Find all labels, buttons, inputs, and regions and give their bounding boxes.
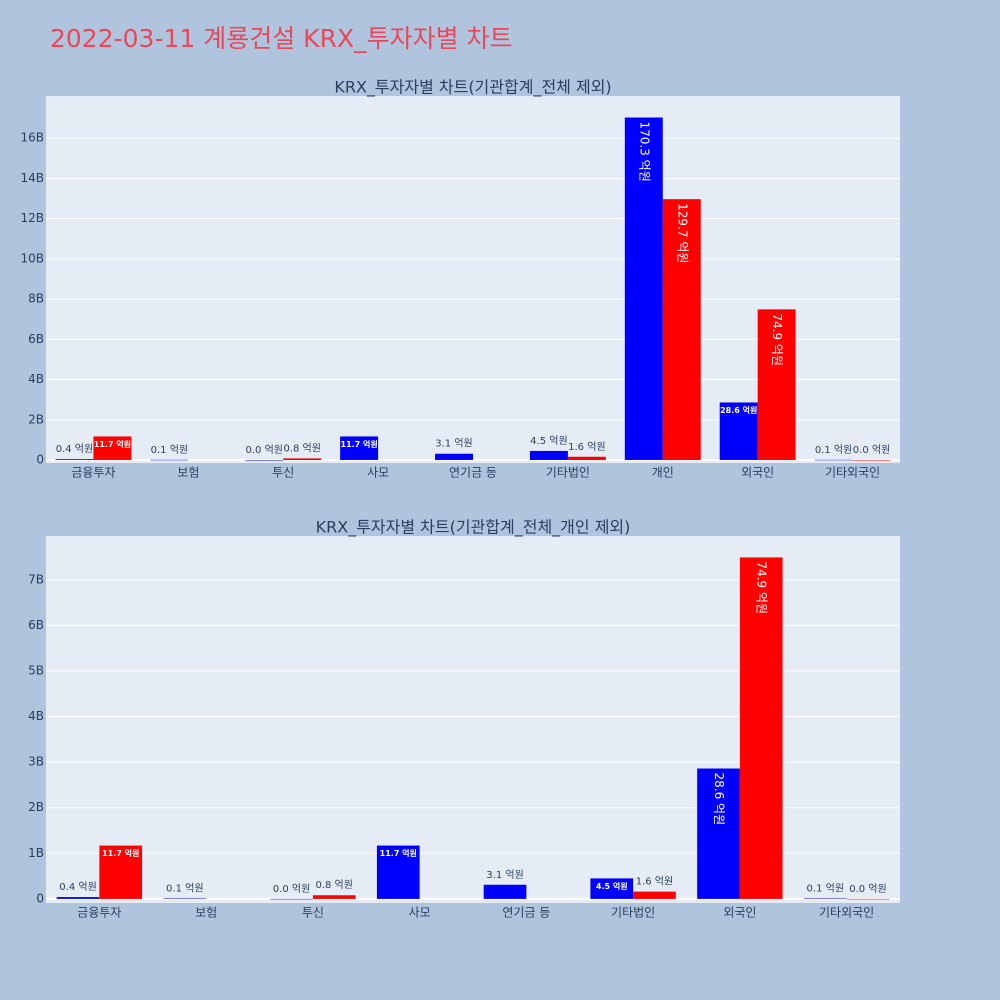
bar [99,845,143,899]
bar [662,199,701,460]
y-tick-label: 16B [20,131,44,145]
y-tick-label: 10B [20,251,44,265]
bar [590,878,634,899]
value-label: 0.0 억원 [246,444,283,456]
x-tick-label: 연기금 등 [449,466,497,480]
x-tick-label: 금융투자 [77,906,121,920]
y-tick-label: 8B [28,292,44,306]
chart-title: KRX_투자자별 차트(기관합계_전체 제외) [334,78,611,98]
value-label: 3.1 억원 [486,869,523,881]
value-label: 129.7 억원 [675,203,689,263]
y-tick-label: 0 [36,891,44,905]
x-tick-label: 투신 [302,906,324,920]
bar [814,459,853,461]
y-tick-label: 7B [28,572,44,586]
bar [150,459,189,461]
value-label: 74.9 억원 [770,313,784,366]
bar [283,458,322,460]
value-label: 11.7 억원 [94,439,131,449]
y-tick-label: 1B [28,846,44,860]
bar [624,117,663,460]
value-label: 0.0 억원 [849,883,886,895]
bar [376,845,420,899]
x-tick-label: 기타외국인 [825,466,880,480]
value-label: 0.4 억원 [59,881,96,893]
y-tick-label: 14B [20,171,44,185]
value-label: 0.1 억원 [807,882,844,894]
bar [55,459,94,460]
y-tick-label: 2B [28,800,44,814]
value-label: 4.5 억원 [596,881,628,891]
x-tick-label: 사모 [409,906,431,920]
bar [270,898,313,900]
x-tick-label: 연기금 등 [502,906,550,920]
value-label: 0.1 억원 [151,444,188,456]
chart-title: KRX_투자자별 차트(기관합계_전체_개인 제외) [316,518,631,538]
x-tick-label: 보험 [195,906,217,920]
bar [435,453,473,460]
value-label: 0.0 억원 [853,444,890,456]
y-tick-label: 6B [28,618,44,632]
bar [163,898,207,899]
value-label: 28.6 억원 [712,773,726,826]
value-label: 3.1 억원 [435,438,472,450]
x-tick-label: 기타법인 [611,906,655,920]
x-tick-label: 외국인 [741,466,774,480]
y-tick-label: 5B [28,663,44,677]
value-label: 0.1 억원 [815,444,852,456]
x-tick-label: 기타외국인 [819,906,874,920]
y-tick-label: 3B [28,755,44,769]
y-tick-label: 6B [28,332,44,346]
x-tick-label: 사모 [367,466,389,480]
value-label: 11.7 억원 [341,439,378,449]
y-tick-label: 0 [36,452,44,466]
value-label: 74.9 억원 [755,561,769,614]
bar [633,891,676,899]
value-label: 28.6 억원 [720,405,757,415]
value-label: 0.4 억원 [56,443,93,455]
x-tick-label: 기타법인 [546,466,590,480]
value-label: 11.7 억원 [380,848,417,858]
value-label: 0.1 억원 [166,882,203,894]
bar [719,402,758,460]
bar [245,459,284,461]
bar [852,459,891,461]
x-tick-label: 개인 [652,466,674,480]
bar [93,436,132,460]
bar [483,884,527,899]
page-title: 2022-03-11 계룡건설 KRX_투자자별 차트 [50,24,513,53]
bar [846,898,890,900]
bar [340,436,379,460]
value-label: 1.6 억원 [568,441,605,453]
value-label: 0.8 억원 [315,879,352,891]
bar [697,768,740,899]
y-tick-label: 12B [20,211,44,225]
bar [739,557,783,899]
x-tick-label: 보험 [177,466,199,480]
bar [567,456,606,460]
bar [56,897,100,899]
value-label: 1.6 억원 [636,876,673,888]
bar [757,309,796,460]
x-tick-label: 외국인 [723,906,756,920]
y-tick-label: 2B [28,412,44,426]
x-tick-label: 투신 [272,466,294,480]
value-label: 0.0 억원 [273,883,310,895]
bar [312,895,356,899]
value-label: 4.5 억원 [530,435,567,447]
y-tick-label: 4B [28,709,44,723]
x-tick-label: 금융투자 [71,466,115,480]
y-tick-label: 4B [28,372,44,386]
bar [529,450,568,460]
value-label: 11.7 억원 [102,848,139,858]
bar [803,898,847,899]
value-label: 0.8 억원 [283,442,320,454]
value-label: 170.3 억원 [637,122,651,182]
